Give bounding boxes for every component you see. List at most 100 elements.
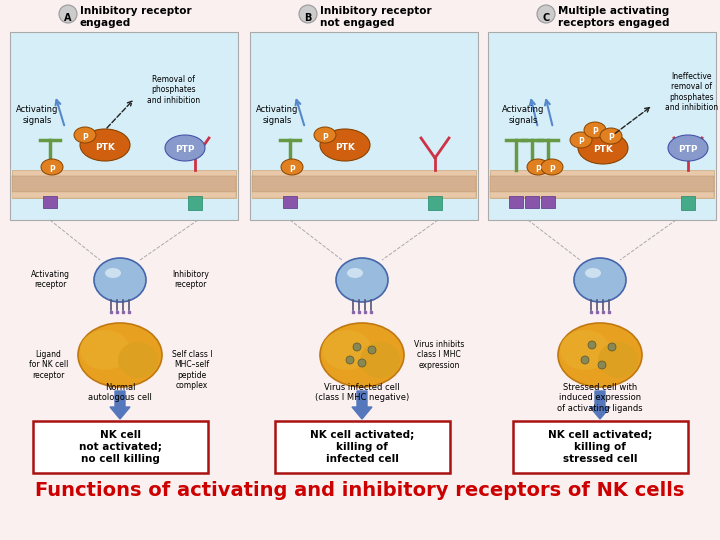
Circle shape xyxy=(598,361,606,369)
Ellipse shape xyxy=(320,129,370,161)
Text: Multiple activating
receptors engaged: Multiple activating receptors engaged xyxy=(558,6,670,28)
Bar xyxy=(275,421,450,473)
Text: PTK: PTK xyxy=(95,143,115,152)
Circle shape xyxy=(346,356,354,364)
Bar xyxy=(490,192,714,198)
Bar xyxy=(513,421,688,473)
Text: NK cell activated;
killing of
stressed cell: NK cell activated; killing of stressed c… xyxy=(548,430,652,464)
Text: NK cell
not activated;
no cell killing: NK cell not activated; no cell killing xyxy=(78,430,161,464)
Ellipse shape xyxy=(347,268,363,278)
Bar xyxy=(43,196,57,208)
Text: Activating
signals: Activating signals xyxy=(16,105,58,125)
Bar xyxy=(525,196,539,208)
Ellipse shape xyxy=(281,159,303,175)
Bar xyxy=(490,176,714,192)
Polygon shape xyxy=(590,391,610,419)
Ellipse shape xyxy=(541,159,563,175)
Ellipse shape xyxy=(94,258,146,302)
Text: C: C xyxy=(542,13,549,23)
Circle shape xyxy=(581,356,589,364)
Bar xyxy=(12,192,236,198)
Text: P: P xyxy=(322,132,328,141)
Text: Inhibitory receptor
not engaged: Inhibitory receptor not engaged xyxy=(320,6,431,28)
Ellipse shape xyxy=(165,135,205,161)
Circle shape xyxy=(368,346,376,354)
Text: Inhibitory
receptor: Inhibitory receptor xyxy=(172,270,209,289)
Ellipse shape xyxy=(560,330,610,370)
Polygon shape xyxy=(110,391,130,419)
Text: A: A xyxy=(64,13,72,23)
Text: Virus infected cell
(class I MHC negative): Virus infected cell (class I MHC negativ… xyxy=(315,383,409,402)
Text: Ligand
for NK cell
receptor: Ligand for NK cell receptor xyxy=(29,350,68,380)
Ellipse shape xyxy=(600,128,622,144)
Text: Activating
signals: Activating signals xyxy=(502,105,544,125)
Text: Functions of activating and inhibitory receptors of NK cells: Functions of activating and inhibitory r… xyxy=(35,481,685,500)
Text: Stressed cell with
induced expression
of activating ligands: Stressed cell with induced expression of… xyxy=(557,383,643,413)
Ellipse shape xyxy=(314,127,336,143)
Bar xyxy=(188,196,202,210)
Circle shape xyxy=(588,341,596,349)
Text: Inhibitory receptor
engaged: Inhibitory receptor engaged xyxy=(80,6,192,28)
Text: Normal
autologous cell: Normal autologous cell xyxy=(88,383,152,402)
Bar xyxy=(10,32,238,220)
Ellipse shape xyxy=(320,323,404,387)
Text: Ineffective
removal of
phosphates
and inhibition: Ineffective removal of phosphates and in… xyxy=(665,72,718,112)
Ellipse shape xyxy=(78,323,162,387)
Ellipse shape xyxy=(80,129,130,161)
Circle shape xyxy=(358,359,366,367)
Bar xyxy=(252,170,476,198)
Text: Virus inhibits
class I MHC
expression: Virus inhibits class I MHC expression xyxy=(414,340,464,370)
Ellipse shape xyxy=(322,330,372,370)
Circle shape xyxy=(537,5,555,23)
Bar xyxy=(33,421,208,473)
Bar xyxy=(681,196,695,210)
Circle shape xyxy=(299,5,317,23)
Ellipse shape xyxy=(360,342,400,378)
Bar xyxy=(283,196,297,208)
Text: Self class I
MHC–self
peptide
complex: Self class I MHC–self peptide complex xyxy=(172,350,212,390)
Bar xyxy=(252,192,476,198)
Text: PTP: PTP xyxy=(175,145,194,154)
Ellipse shape xyxy=(668,135,708,161)
Text: NK cell activated;
killing of
infected cell: NK cell activated; killing of infected c… xyxy=(310,430,414,464)
Ellipse shape xyxy=(336,258,388,302)
Ellipse shape xyxy=(570,132,592,148)
Bar xyxy=(541,196,555,208)
Bar xyxy=(509,196,523,208)
Ellipse shape xyxy=(598,342,638,378)
Text: P: P xyxy=(289,165,295,173)
Text: Activating
signals: Activating signals xyxy=(256,105,298,125)
Ellipse shape xyxy=(527,159,549,175)
Bar xyxy=(252,176,476,192)
Text: P: P xyxy=(578,138,584,146)
Text: PTP: PTP xyxy=(678,145,698,154)
Ellipse shape xyxy=(578,132,628,164)
Ellipse shape xyxy=(105,268,121,278)
Polygon shape xyxy=(352,391,372,419)
Bar xyxy=(12,176,236,192)
Circle shape xyxy=(353,343,361,351)
Text: P: P xyxy=(82,132,88,141)
Text: P: P xyxy=(49,165,55,173)
Ellipse shape xyxy=(574,258,626,302)
Ellipse shape xyxy=(41,159,63,175)
Ellipse shape xyxy=(558,323,642,387)
Text: B: B xyxy=(305,13,312,23)
Text: P: P xyxy=(608,133,614,143)
Text: PTK: PTK xyxy=(335,143,355,152)
Circle shape xyxy=(608,343,616,351)
Bar xyxy=(250,32,478,220)
Bar xyxy=(488,32,716,220)
Ellipse shape xyxy=(584,122,606,138)
Text: Removal of
phosphates
and inhibition: Removal of phosphates and inhibition xyxy=(147,75,200,105)
Text: P: P xyxy=(592,127,598,137)
Bar xyxy=(428,196,442,210)
Text: Activating
receptor: Activating receptor xyxy=(31,270,70,289)
Ellipse shape xyxy=(585,268,601,278)
Ellipse shape xyxy=(80,330,130,370)
Ellipse shape xyxy=(118,342,158,378)
Bar xyxy=(12,170,236,198)
Text: P: P xyxy=(549,165,555,173)
Circle shape xyxy=(59,5,77,23)
Ellipse shape xyxy=(74,127,96,143)
